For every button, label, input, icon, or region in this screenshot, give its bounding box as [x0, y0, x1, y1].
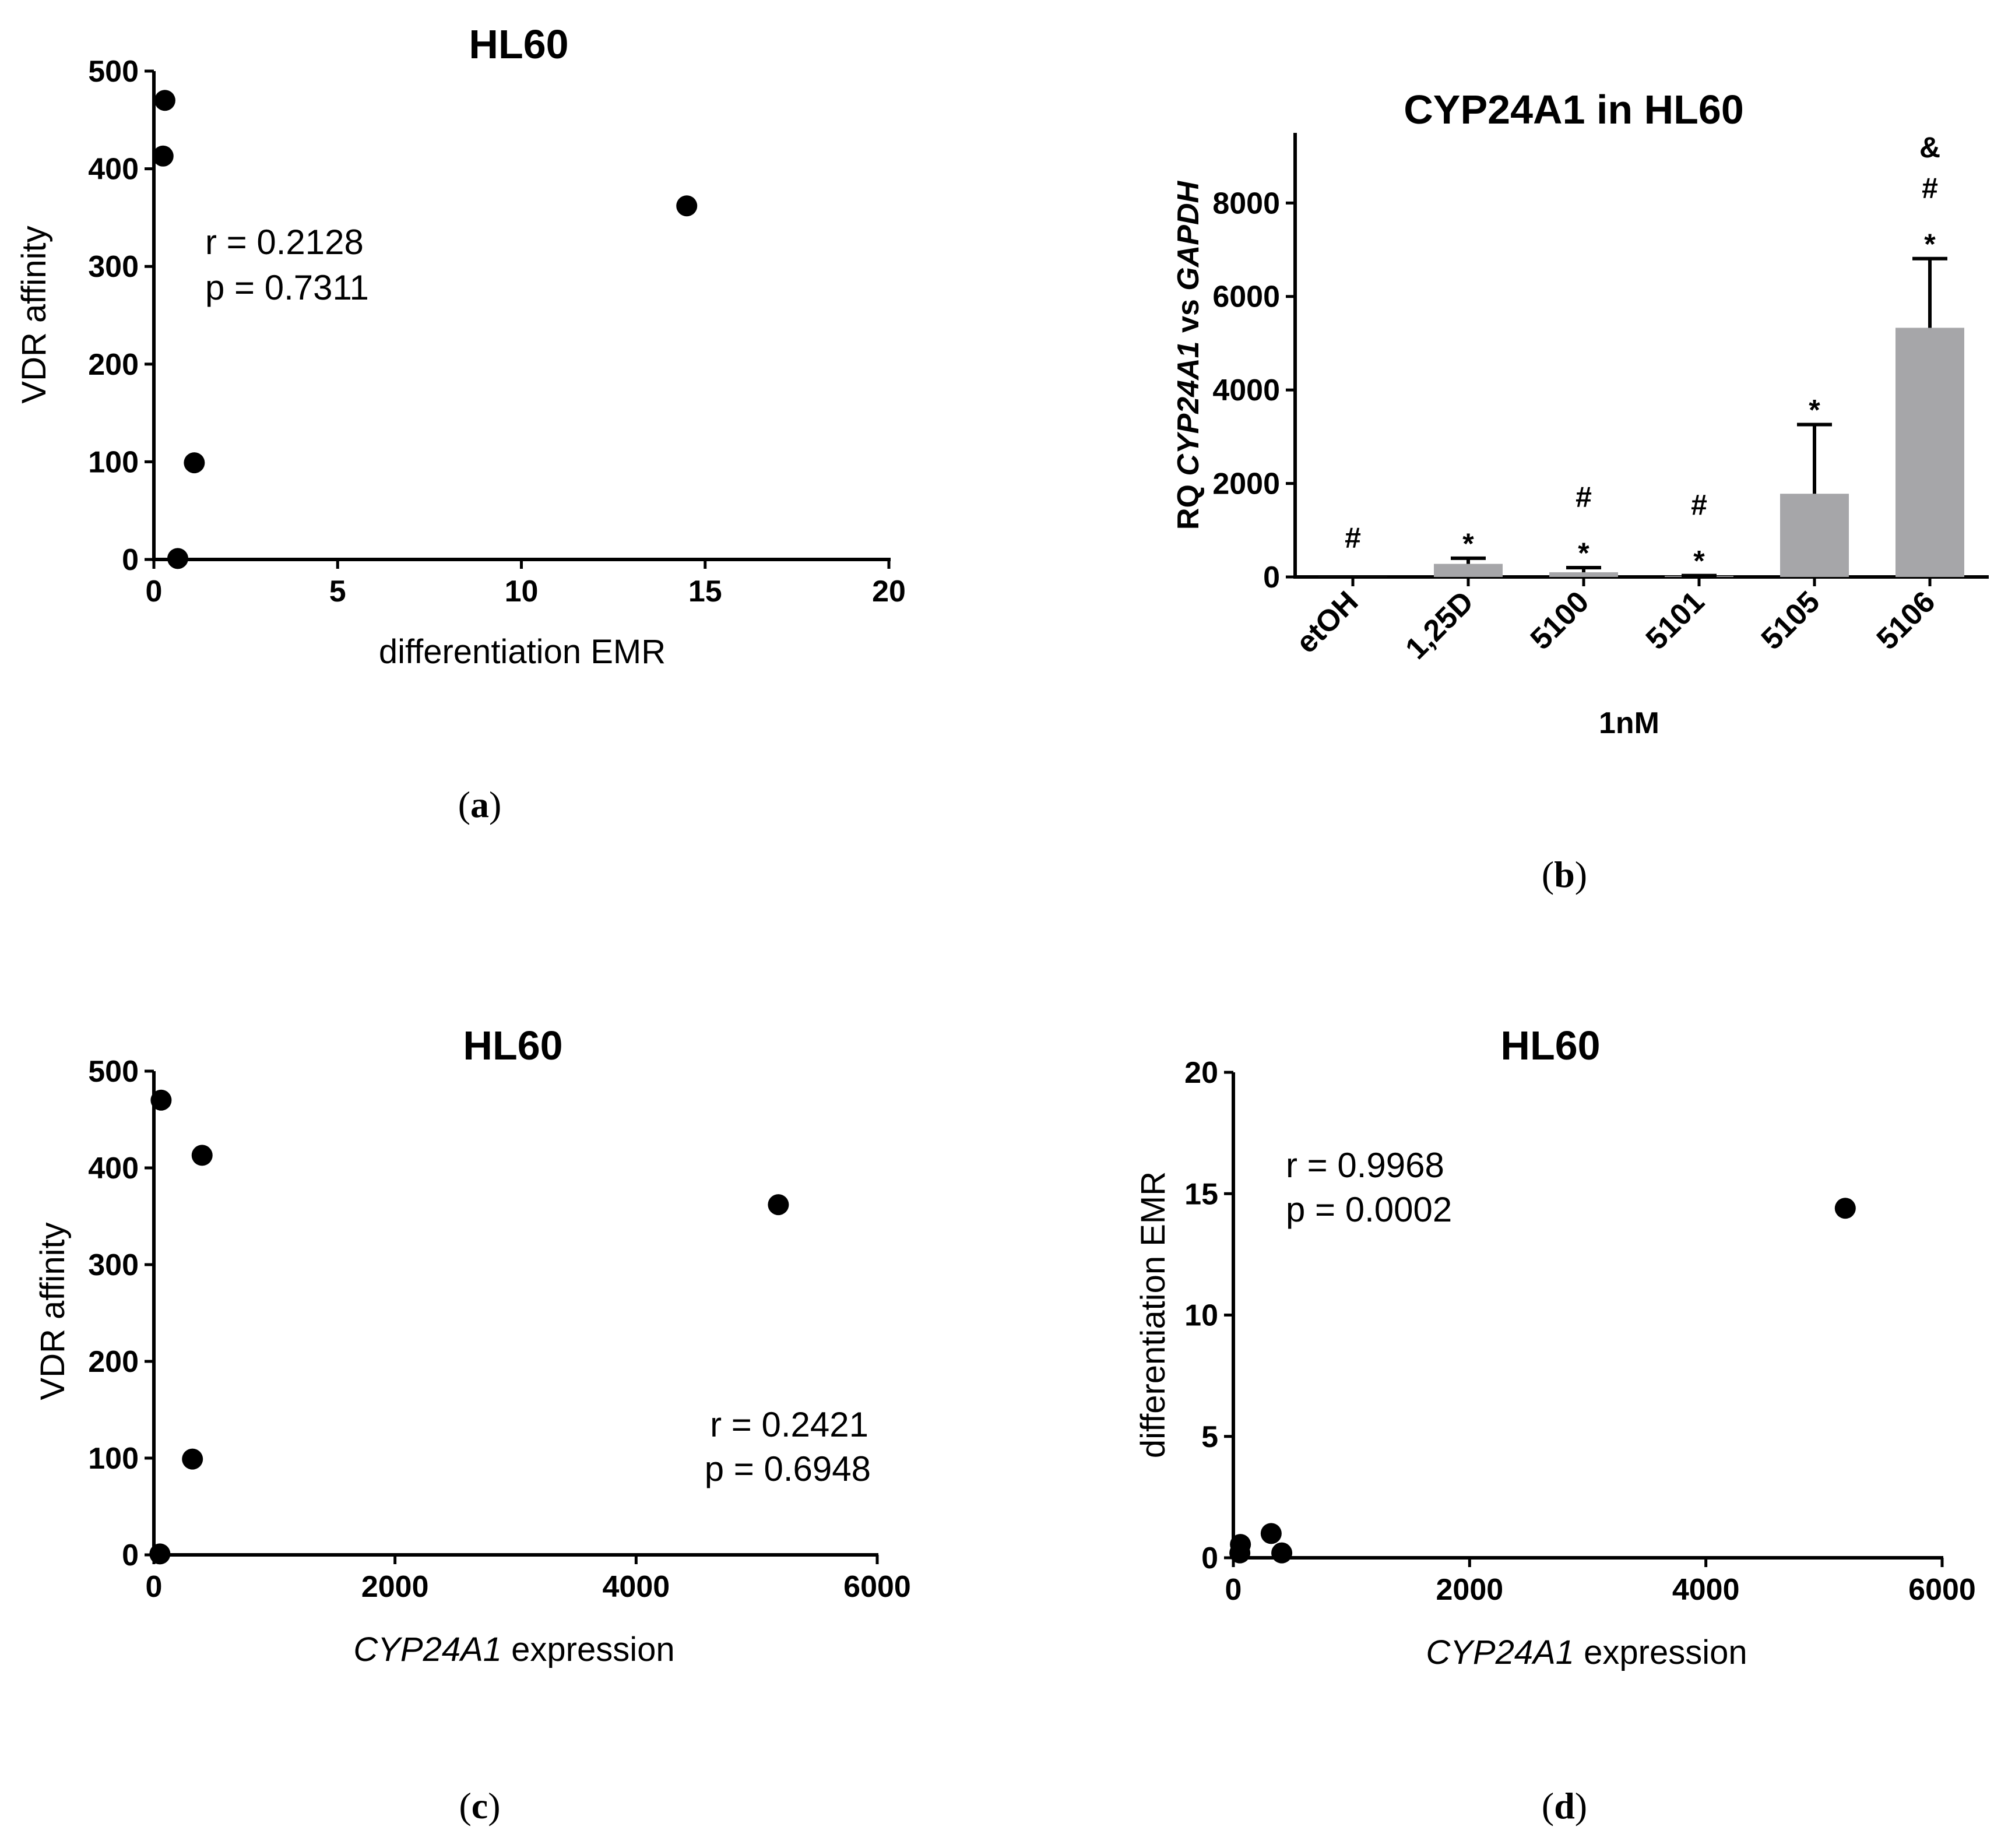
panel-b-y-tick-label: 4000 — [1212, 374, 1280, 407]
panel-d-x-tick-label: 4000 — [1672, 1573, 1740, 1607]
panel-b-title: CYP24A1 in HL60 — [1404, 87, 1744, 132]
panel-a-y-tick-label: 0 — [122, 543, 139, 577]
panel-b-caption: (b) — [1542, 854, 1587, 895]
panel-b-y-tick-label: 6000 — [1212, 280, 1280, 314]
panel-a-y-tick-label: 300 — [88, 250, 139, 284]
panel-a-data-point — [167, 548, 188, 569]
panel-b-bar — [1895, 328, 1964, 577]
panel-b-category-label: 5100 — [1524, 585, 1596, 656]
panel-d-x-tick-label: 2000 — [1436, 1573, 1503, 1607]
panel-b-significance-mark: * — [1578, 537, 1589, 569]
panel-c-chart: HL60 0 100 200 300 400 500 0 2000 4000 6000 VDR … — [34, 1023, 911, 1669]
panel-a-y-label: VDR affinity — [15, 226, 53, 403]
panel-b-chart: CYP24A1 in HL60 0 2000 4000 6000 8000 # * * # * #… — [1172, 87, 1989, 740]
panel-b-bar — [1434, 564, 1503, 577]
panel-c-y-tick-label: 500 — [88, 1055, 139, 1089]
panel-a-y-tick-label: 100 — [88, 445, 139, 479]
panel-a-y-tick-label: 200 — [88, 348, 139, 382]
panel-c-caption: (c) — [459, 1785, 500, 1826]
panel-a-x-tick-label: 10 — [505, 575, 539, 608]
panel-b-y-tick-label: 0 — [1263, 561, 1280, 594]
panel-b-significance-mark: * — [1693, 545, 1705, 578]
panel-c-y-tick-label: 0 — [122, 1539, 139, 1572]
panel-c-y-tick-label: 100 — [88, 1442, 139, 1476]
panel-d-y-tick-label: 15 — [1184, 1177, 1218, 1211]
panel-b-y-tick-label: 8000 — [1212, 186, 1280, 220]
panel-b-category-label: 1,25D — [1399, 585, 1480, 666]
panel-c-data-point — [149, 1543, 171, 1565]
panel-b-x-label: 1nM — [1599, 706, 1659, 740]
panel-d-x-tick-label: 0 — [1225, 1573, 1242, 1607]
panel-d-data-point — [1271, 1542, 1293, 1564]
panel-c-x-tick-label: 0 — [146, 1570, 163, 1604]
panel-d-data-point — [1229, 1542, 1251, 1564]
panel-a-r-value: r = 0.2128 — [205, 223, 364, 262]
panel-b-category-label: etOH — [1290, 585, 1365, 660]
panel-c-x-label: CYP24A1 expression — [353, 1631, 674, 1669]
panel-a-x-tick-label: 5 — [329, 575, 346, 608]
panel-b-bar — [1549, 572, 1618, 577]
panel-a-x-tick-label: 15 — [688, 575, 722, 608]
panel-b-significance-mark: * — [1462, 527, 1474, 560]
panel-d-y-tick-label: 0 — [1201, 1541, 1218, 1575]
panel-d-data-point — [1834, 1198, 1856, 1219]
panel-b-y-tick-label: 2000 — [1212, 467, 1280, 501]
panel-a-chart: HL60 0 100 200 300 400 500 0 5 10 15 20 VDR affin… — [15, 22, 906, 671]
panel-c-title: HL60 — [463, 1023, 562, 1068]
panel-a-y-tick-label: 400 — [88, 153, 139, 186]
panel-d-chart: HL60 0 5 10 15 20 0 2000 4000 6000 differentiat… — [1134, 1023, 1976, 1671]
panel-d-title: HL60 — [1500, 1023, 1600, 1068]
panel-b-significance-mark: * — [1809, 394, 1820, 427]
panel-a-x-tick-label: 20 — [872, 575, 906, 608]
panel-c-y-tick-label: 200 — [88, 1345, 139, 1379]
panel-b-category-label: 5105 — [1755, 585, 1827, 656]
panel-d-y-tick-label: 5 — [1201, 1420, 1218, 1454]
panel-d-y-tick-label: 10 — [1184, 1299, 1218, 1333]
panel-b-category-label: 5101 — [1640, 585, 1711, 656]
panel-c-data-point — [150, 1089, 172, 1111]
panel-d-x-label: CYP24A1 expression — [1426, 1634, 1747, 1671]
panel-a-data-point — [184, 452, 205, 474]
panel-c-p-value: p = 0.6948 — [705, 1449, 871, 1488]
panel-b-category-label: 5106 — [1870, 585, 1942, 656]
panel-a-x-tick-label: 0 — [146, 575, 163, 608]
panel-d-y-label: differentiation EMR — [1134, 1171, 1172, 1458]
panel-a-data-point — [154, 90, 175, 111]
panel-a-caption: (a) — [458, 784, 502, 825]
panel-d-x-tick-label: 6000 — [1908, 1573, 1976, 1607]
panel-d-p-value: p = 0.0002 — [1286, 1190, 1452, 1229]
panel-a-x-label: differentiation EMR — [379, 633, 666, 671]
panel-d-r-value: r = 0.9968 — [1286, 1146, 1444, 1185]
panel-d-y-tick-label: 20 — [1184, 1056, 1218, 1090]
panel-d-data-point — [1260, 1523, 1282, 1544]
panel-c-y-label: VDR affinity — [34, 1222, 72, 1400]
panel-a-y-tick-label: 500 — [88, 55, 139, 89]
panel-a-p-value: p = 0.7311 — [205, 268, 369, 307]
panel-b-significance-mark: # — [1345, 522, 1361, 554]
panel-a-data-point — [676, 195, 698, 217]
panel-b-significance-mark: & — [1919, 131, 1940, 164]
panel-b-y-label: RQ CYP24A1 vs GAPDH — [1172, 180, 1205, 530]
panel-c-data-point — [191, 1145, 213, 1166]
panel-b-significance-mark: # — [1575, 481, 1592, 513]
panel-c-y-tick-label: 300 — [88, 1248, 139, 1282]
panel-c-data-point — [768, 1194, 789, 1216]
panel-b-significance-mark: * — [1924, 228, 1936, 261]
panel-c-y-tick-label: 400 — [88, 1152, 139, 1185]
panel-c-x-tick-label: 4000 — [602, 1570, 670, 1604]
panel-b-significance-mark: # — [1922, 172, 1938, 205]
panel-c-r-value: r = 0.2421 — [710, 1405, 868, 1444]
panel-a-data-point — [152, 145, 174, 167]
panel-c-data-point — [182, 1448, 203, 1470]
panel-a-title: HL60 — [469, 22, 568, 67]
panel-b-bar — [1780, 494, 1849, 577]
panel-c-x-tick-label: 6000 — [843, 1570, 911, 1604]
panel-d-caption: (d) — [1542, 1785, 1587, 1826]
panel-b-significance-mark: # — [1691, 489, 1707, 522]
panel-c-x-tick-label: 2000 — [361, 1570, 429, 1604]
